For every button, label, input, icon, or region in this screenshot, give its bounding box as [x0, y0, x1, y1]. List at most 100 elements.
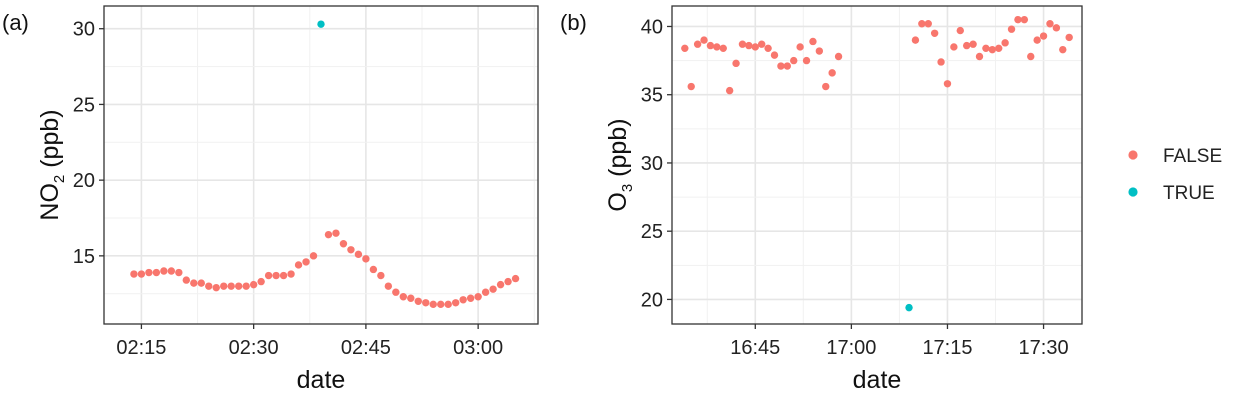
- x-tick-label: 02:45: [341, 337, 391, 359]
- y-tick-label: 20: [73, 170, 95, 192]
- data-point-false: [1001, 39, 1009, 47]
- data-point-false: [354, 250, 363, 259]
- series-true-a: [317, 20, 325, 28]
- data-point-false: [770, 51, 779, 59]
- data-point-false: [783, 62, 792, 70]
- data-point-false: [732, 59, 740, 68]
- data-point-false: [249, 280, 258, 289]
- data-point-false: [713, 43, 721, 51]
- data-point-false: [719, 44, 727, 53]
- data-point-false: [956, 26, 964, 35]
- data-point-false: [969, 40, 977, 48]
- data-point-false: [1052, 24, 1061, 32]
- legend-true-label: TRUE: [1163, 183, 1215, 204]
- data-point-false: [227, 282, 235, 290]
- grid-b: [672, 6, 1082, 324]
- data-point-false: [272, 271, 280, 280]
- data-point-false: [459, 296, 467, 304]
- data-point-false: [504, 277, 512, 286]
- data-point-false: [137, 270, 146, 278]
- data-point-false: [982, 44, 990, 53]
- data-point-false: [1039, 32, 1048, 40]
- data-point-false: [1065, 33, 1073, 42]
- series-false-a: [130, 229, 520, 309]
- x-tick-label: 17:30: [1019, 337, 1069, 359]
- panel-a-no2-chart: (a) 02:15 02:30 02:45 03:00 15 20 25 30 date NO2 (…: [2, 5, 539, 394]
- data-point-false: [279, 271, 288, 280]
- data-point-false: [429, 300, 437, 309]
- data-point-false: [182, 276, 191, 284]
- data-point-false: [725, 86, 734, 95]
- y-tick-label: 20: [641, 289, 663, 311]
- data-point-false: [324, 230, 333, 239]
- data-point-false: [796, 43, 804, 51]
- data-point-false: [511, 274, 520, 283]
- data-point-false: [175, 268, 183, 277]
- y-tick-label: 25: [641, 221, 663, 243]
- data-point-false: [205, 282, 213, 290]
- y-tick-label: 30: [73, 19, 95, 41]
- data-point-false: [930, 29, 939, 37]
- data-point-false: [815, 47, 824, 55]
- y-tick-label: 35: [641, 85, 663, 107]
- x-tick-label: 17:15: [922, 337, 972, 359]
- data-point-false: [242, 282, 250, 290]
- data-point-false: [302, 258, 310, 266]
- data-point-false: [257, 277, 265, 286]
- data-point-false: [130, 270, 138, 278]
- data-point-false: [474, 293, 482, 301]
- data-point-false: [937, 58, 945, 66]
- grid-a: [104, 6, 538, 324]
- data-point-true: [905, 303, 913, 312]
- legend-false-label: FALSE: [1163, 146, 1222, 167]
- data-point-false: [152, 268, 161, 277]
- data-point-false: [1046, 20, 1054, 28]
- data-point-false: [451, 299, 460, 307]
- plot-frame-b: [671, 5, 1083, 325]
- x-tick-label: 02:15: [116, 337, 166, 359]
- data-point-false: [234, 282, 243, 290]
- data-point-false: [407, 294, 415, 302]
- data-point-false: [369, 265, 378, 274]
- legend: FALSE TRUE: [1128, 146, 1222, 204]
- panel-b-o3-chart: (b) 16:45 17:00 17:15 17:30 20 25 30 35 40 date O3 …: [560, 5, 1083, 394]
- data-point-false: [1059, 45, 1067, 54]
- data-point-false: [911, 36, 920, 44]
- data-point-false: [466, 294, 475, 302]
- data-point-false: [918, 20, 926, 28]
- panel-label-b: (b): [560, 10, 587, 35]
- data-point-false: [347, 246, 355, 254]
- data-point-false: [790, 56, 798, 65]
- data-point-false: [687, 82, 695, 91]
- data-point-false: [309, 252, 318, 260]
- data-point-false: [422, 299, 430, 307]
- y-tick-label: 25: [73, 94, 95, 116]
- data-point-false: [489, 285, 497, 293]
- data-point-false: [802, 56, 811, 65]
- data-point-false: [294, 261, 303, 269]
- data-point-false: [145, 268, 153, 277]
- data-point-false: [414, 297, 422, 305]
- data-point-false: [834, 52, 843, 61]
- data-point-false: [190, 279, 198, 287]
- x-axis-title-b: date: [853, 366, 902, 394]
- x-tick-label: 17:00: [826, 337, 876, 359]
- series-true-b: [905, 303, 913, 312]
- panel-label-a: (a): [2, 10, 29, 35]
- y-tick-label: 15: [73, 246, 95, 268]
- data-point-false: [212, 283, 220, 292]
- data-point-false: [757, 40, 766, 48]
- data-point-false: [693, 40, 702, 48]
- y-tick-label: 40: [641, 16, 663, 38]
- x-tick-label: 02:30: [229, 337, 279, 359]
- series-false-b: [681, 15, 1073, 95]
- data-point-false: [1014, 15, 1022, 24]
- legend-true-dot: [1128, 187, 1138, 197]
- data-point-true: [317, 20, 325, 28]
- data-point-false: [995, 44, 1003, 53]
- data-point-false: [777, 62, 785, 70]
- data-point-false: [943, 80, 952, 88]
- data-point-false: [706, 41, 715, 50]
- y-axis-title-a: NO2 (ppb): [36, 109, 68, 220]
